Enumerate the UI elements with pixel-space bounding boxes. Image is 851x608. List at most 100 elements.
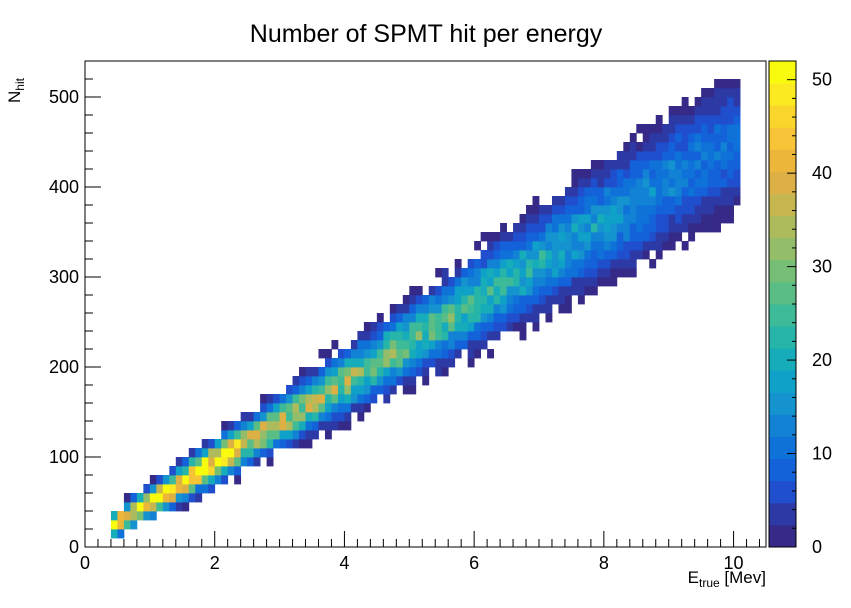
heatmap-cell [396, 376, 404, 386]
heatmap-cell [642, 241, 650, 251]
heatmap-cell [441, 304, 449, 314]
heatmap-cell [649, 178, 657, 188]
heatmap-cell [331, 421, 339, 431]
heatmap-cell [493, 277, 501, 287]
heatmap-cell [688, 178, 696, 188]
heatmap-cell [727, 97, 734, 107]
heatmap-cell [662, 124, 670, 134]
heatmap-cell [162, 493, 170, 503]
heatmap-cell [130, 520, 138, 530]
heatmap-cell [221, 466, 229, 476]
heatmap-cell [474, 286, 482, 296]
heatmap-cell [253, 430, 261, 440]
heatmap-cell [169, 493, 177, 503]
heatmap-cell [642, 142, 650, 152]
heatmap-cell [694, 187, 702, 197]
heatmap-cell [694, 97, 702, 107]
heatmap-cell [642, 214, 650, 224]
heatmap-cell [467, 322, 475, 332]
heatmap-cell [629, 259, 637, 269]
heatmap-cell [454, 322, 462, 332]
heatmap-cell [571, 169, 579, 179]
heatmap-cell [707, 223, 715, 233]
heatmap-cell [519, 250, 527, 260]
heatmap-cell [389, 376, 397, 386]
heatmap-cell [162, 484, 170, 494]
heatmap-cell [376, 349, 384, 359]
heatmap-cell [675, 169, 683, 179]
heatmap-cell [532, 322, 540, 332]
heatmap-cell [461, 286, 469, 296]
colorbar: 0 10 20 30 40 50 [768, 60, 832, 557]
heatmap-cell [370, 376, 378, 386]
heatmap-cell [597, 223, 605, 233]
heatmap-cell [513, 259, 520, 269]
heatmap-cell [149, 484, 157, 494]
heatmap-cell [402, 304, 410, 314]
heatmap-cell [727, 79, 734, 89]
heatmap-cell [558, 304, 566, 314]
heatmap-cell [564, 268, 572, 278]
heatmap-cell [149, 475, 157, 485]
heatmap-cell [597, 196, 605, 206]
heatmap-cell [305, 439, 313, 449]
heatmap-cell [350, 385, 358, 395]
heatmap-cell [603, 241, 611, 251]
heatmap-cell [389, 358, 397, 368]
heatmap-cell [493, 322, 501, 332]
heatmap-cell [318, 376, 326, 386]
heatmap-cell [409, 295, 417, 305]
heatmap-cell [383, 376, 391, 386]
heatmap-cell [668, 178, 676, 188]
heatmap-cell [675, 214, 683, 224]
heatmap-cell [409, 358, 417, 368]
heatmap-cell [701, 142, 709, 152]
heatmap-cell [286, 430, 293, 440]
heatmap-cell [312, 376, 319, 386]
colorbar-tick-label: 20 [812, 350, 832, 370]
heatmap-cell [415, 358, 423, 368]
heatmap-cell [260, 430, 267, 440]
y-axis: 0 100 200 300 400 500 [49, 60, 101, 557]
heatmap-cell [324, 376, 332, 386]
heatmap-cell [551, 250, 559, 260]
heatmap-cell [584, 178, 592, 188]
heatmap-cell [545, 277, 553, 287]
heatmap-cell [162, 502, 170, 512]
heatmap-cell [629, 160, 637, 170]
heatmap-cell [532, 313, 540, 323]
heatmap-cell [370, 349, 378, 359]
heatmap-cell [337, 403, 345, 413]
heatmap-cell [435, 286, 443, 296]
heatmap-cell [389, 349, 397, 359]
heatmap-cell [558, 277, 566, 287]
heatmap-cell [668, 241, 676, 251]
heatmap-cell [318, 349, 326, 359]
heatmap-cell [694, 178, 702, 188]
heatmap-cell [240, 439, 248, 449]
heatmap-cell [428, 313, 436, 323]
heatmap-cell [571, 205, 579, 215]
heatmap-cell [532, 304, 540, 314]
heatmap-cell [500, 304, 507, 314]
heatmap-cell [454, 277, 462, 287]
colorbar-tick-label: 0 [812, 537, 822, 557]
heatmap-cell [519, 223, 527, 233]
heatmap-cell [435, 268, 443, 278]
heatmap-cell [292, 412, 300, 422]
y-tick-label: 100 [49, 447, 79, 467]
heatmap-cell [474, 304, 482, 314]
heatmap-cell [363, 394, 371, 404]
heatmap-cell [636, 151, 644, 161]
heatmap-cell [415, 367, 423, 377]
heatmap-cell [318, 412, 326, 422]
heatmap-cell [727, 196, 734, 206]
heatmap-cell [714, 115, 721, 125]
heatmap-cell [662, 142, 670, 152]
heatmap-cell [344, 367, 352, 377]
heatmap-cell [415, 349, 423, 359]
colorbar-swatch [769, 193, 796, 217]
heatmap-cell [623, 223, 631, 233]
heatmap-cell [247, 439, 255, 449]
heatmap-cell [513, 322, 520, 332]
